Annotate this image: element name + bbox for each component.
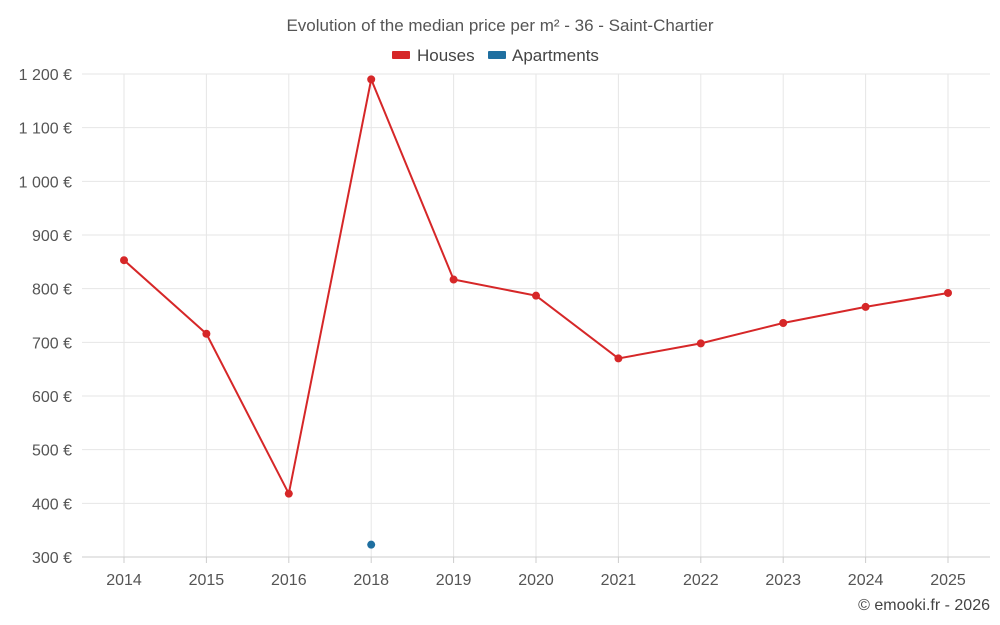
y-tick-label: 1 200 €: [19, 67, 72, 84]
data-point-houses[interactable]: [532, 291, 540, 300]
x-tick-label: 2022: [683, 572, 719, 589]
credit-text: © emooki.fr - 2026: [858, 597, 990, 614]
data-point-houses[interactable]: [284, 489, 293, 498]
y-axis-ticks: 300 € 400 € 500 € 600 € 700 € 800 € 900 € 1 000…: [19, 67, 72, 567]
data-point-houses[interactable]: [449, 275, 458, 284]
legend-item-apartments[interactable]: Apartments: [488, 46, 599, 65]
y-tick-label: 600 €: [32, 389, 72, 406]
data-point-houses[interactable]: [367, 75, 376, 84]
x-tick-label: 2018: [353, 572, 389, 589]
x-tick-label: 2024: [848, 572, 884, 589]
data-point-apartments[interactable]: [367, 540, 376, 549]
y-tick-label: 1 000 €: [19, 174, 72, 191]
series-layer: [120, 75, 952, 549]
data-point-houses[interactable]: [944, 288, 952, 297]
legend-item-houses[interactable]: Houses: [392, 46, 475, 65]
data-point-houses[interactable]: [120, 256, 128, 265]
x-tick-label: 2020: [518, 572, 554, 589]
x-tick-label: 2014: [106, 572, 142, 589]
x-tick-label: 2023: [765, 572, 801, 589]
legend: Houses Apartments: [392, 46, 599, 65]
y-tick-label: 500 €: [32, 443, 72, 460]
legend-swatch-houses: [392, 51, 410, 59]
legend-label-houses: Houses: [417, 46, 475, 65]
data-point-houses[interactable]: [861, 302, 870, 311]
x-tick-label: 2021: [601, 572, 637, 589]
legend-swatch-apartments: [488, 51, 506, 59]
y-tick-label: 800 €: [32, 282, 72, 299]
grid: [82, 73, 990, 557]
y-tick-label: 700 €: [32, 335, 72, 352]
data-point-houses[interactable]: [614, 354, 623, 363]
y-tick-label: 400 €: [32, 496, 72, 513]
x-tick-label: 2015: [189, 572, 225, 589]
data-point-houses[interactable]: [696, 339, 705, 348]
y-tick-label: 900 €: [32, 228, 72, 245]
x-tick-label: 2019: [436, 572, 472, 589]
legend-label-apartments: Apartments: [512, 46, 599, 65]
data-point-houses[interactable]: [779, 319, 788, 328]
x-axis-ticks: 2014 2015 2016 2018 2019 2020 2021 2022 2023 2024…: [82, 556, 990, 589]
y-tick-label: 300 €: [32, 550, 72, 567]
data-point-houses[interactable]: [202, 329, 211, 338]
y-tick-label: 1 100 €: [19, 121, 72, 138]
chart-title: Evolution of the median price per m² - 3…: [286, 16, 713, 35]
x-tick-label: 2016: [271, 572, 307, 589]
x-tick-label: 2025: [930, 572, 966, 589]
